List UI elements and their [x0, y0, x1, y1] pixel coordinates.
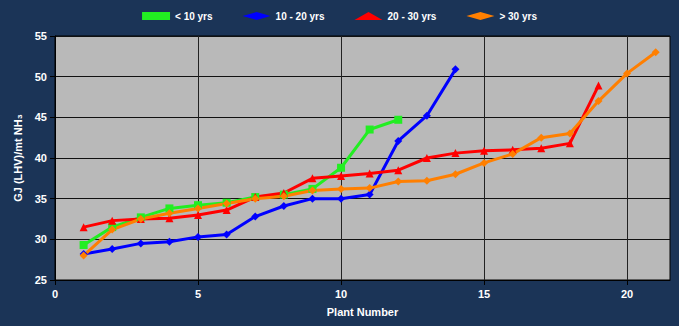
svg-text:55: 55: [35, 30, 47, 42]
svg-text:30: 30: [35, 233, 47, 245]
svg-text:< 10 yrs: < 10 yrs: [175, 11, 213, 22]
svg-text:GJ (LHV)/mt NH₃: GJ (LHV)/mt NH₃: [12, 114, 24, 202]
svg-text:10: 10: [335, 288, 347, 300]
svg-text:10 - 20 yrs: 10 - 20 yrs: [276, 11, 325, 22]
svg-text:20: 20: [621, 288, 633, 300]
svg-text:5: 5: [195, 288, 201, 300]
svg-text:20 - 30 yrs: 20 - 30 yrs: [388, 11, 437, 22]
svg-text:15: 15: [478, 288, 490, 300]
svg-text:35: 35: [35, 193, 47, 205]
svg-text:50: 50: [35, 71, 47, 83]
svg-text:40: 40: [35, 152, 47, 164]
svg-text:25: 25: [35, 274, 47, 286]
svg-text:Plant Number: Plant Number: [327, 306, 399, 318]
svg-text:45: 45: [35, 111, 47, 123]
svg-text:0: 0: [52, 288, 58, 300]
svg-text:> 30 yrs: > 30 yrs: [499, 11, 537, 22]
